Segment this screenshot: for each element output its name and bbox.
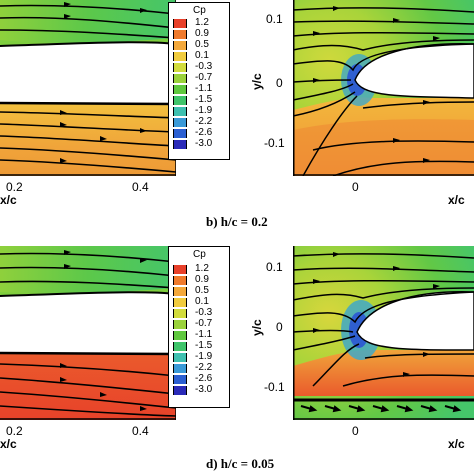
tr-x-label: x/c <box>448 193 465 207</box>
cp-level: -1.1 <box>195 83 213 94</box>
cp-swatch <box>173 129 187 138</box>
bl-x-tick-1: 0.4 <box>132 424 149 438</box>
cp-level: 0.5 <box>195 39 209 50</box>
cp-swatch <box>173 96 187 105</box>
bl-x-label: x/c <box>0 437 17 451</box>
cp-level: -0.7 <box>195 72 213 83</box>
panel-top-right <box>293 0 474 176</box>
br-y-tick-2: -0.1 <box>264 380 285 394</box>
bl-x-tick-0: 0.2 <box>6 424 23 438</box>
cp-level: 0.9 <box>195 28 209 39</box>
br-x-tick-0: 0 <box>352 424 359 438</box>
cp-swatch <box>173 386 187 395</box>
panel-top-right-plot <box>293 0 474 176</box>
cp-swatch <box>173 353 187 362</box>
cp-level: -1.1 <box>195 329 213 340</box>
panel-bottom-right <box>293 246 474 420</box>
cp-swatch <box>173 276 187 285</box>
cp-swatch <box>173 30 187 39</box>
cp-swatch <box>173 52 187 61</box>
cp-level: -1.5 <box>195 340 213 351</box>
caption-b: b) h/c = 0.2 <box>206 214 268 229</box>
cp-swatch <box>173 309 187 318</box>
tr-y-label: y/c <box>250 73 264 90</box>
cp-swatch <box>173 342 187 351</box>
cp-swatch <box>173 375 187 384</box>
cp-level: -2.6 <box>195 373 213 384</box>
tl-x-label: x/c <box>0 193 17 207</box>
cp-level: -2.2 <box>195 362 213 373</box>
cp-swatch <box>173 287 187 296</box>
br-y-label: y/c <box>250 319 264 336</box>
tr-x-tick-0: 0 <box>352 180 359 194</box>
tr-y-tick-1: 0 <box>276 76 283 90</box>
cp-level: 0.1 <box>195 296 209 307</box>
cp-swatch <box>173 118 187 127</box>
tr-y-tick-2: -0.1 <box>264 136 285 150</box>
cp-level: -0.3 <box>195 61 213 72</box>
caption-d: d) h/c = 0.05 <box>206 456 275 471</box>
tl-x-tick-1: 0.4 <box>132 180 149 194</box>
panel-top-left-plot <box>0 0 176 176</box>
tl-x-tick-0: 0.2 <box>6 180 23 194</box>
cp-level: 0.9 <box>195 274 209 285</box>
cp-level: -0.7 <box>195 318 213 329</box>
cp-level: 0.1 <box>195 50 209 61</box>
br-x-label: x/c <box>448 437 465 451</box>
cp-level: -3.0 <box>195 384 213 395</box>
cp-level: -0.3 <box>195 307 213 318</box>
cp-swatch <box>173 41 187 50</box>
br-y-tick-1: 0 <box>276 320 283 334</box>
cp-legend-bottom-title: Cp <box>193 249 206 260</box>
cp-level: -3.0 <box>195 138 213 149</box>
cp-swatch <box>173 298 187 307</box>
cp-swatch <box>173 140 187 149</box>
cp-level: -2.6 <box>195 127 213 138</box>
cp-swatch <box>173 63 187 72</box>
cp-swatch <box>173 331 187 340</box>
cp-swatch <box>173 19 187 28</box>
cp-swatch <box>173 265 187 274</box>
cp-level: -1.9 <box>195 351 213 362</box>
cp-level: -2.2 <box>195 116 213 127</box>
panel-bottom-right-plot <box>293 246 474 420</box>
cp-level: -1.9 <box>195 105 213 116</box>
panel-top-left <box>0 0 176 176</box>
cp-swatch <box>173 85 187 94</box>
cp-swatch <box>173 74 187 83</box>
br-y-tick-0: 0.1 <box>266 260 283 274</box>
cp-level: 1.2 <box>195 17 209 28</box>
cp-legend-bottom: Cp 1.2 0.9 0.5 0.1 -0.3 -0.7 -1.1 -1.5 -… <box>168 246 230 408</box>
cp-swatch <box>173 364 187 373</box>
cp-level: 1.2 <box>195 263 209 274</box>
cp-level: 0.5 <box>195 285 209 296</box>
cp-level: -1.5 <box>195 94 213 105</box>
cp-swatch <box>173 320 187 329</box>
panel-bottom-left <box>0 246 176 420</box>
panel-bottom-left-plot <box>0 246 176 420</box>
cp-legend-top: Cp 1.2 0.9 0.5 0.1 -0.3 -0.7 -1.1 -1.5 -… <box>168 2 230 160</box>
cp-swatch <box>173 107 187 116</box>
cp-legend-top-title: Cp <box>193 5 206 16</box>
tr-y-tick-0: 0.1 <box>266 12 283 26</box>
